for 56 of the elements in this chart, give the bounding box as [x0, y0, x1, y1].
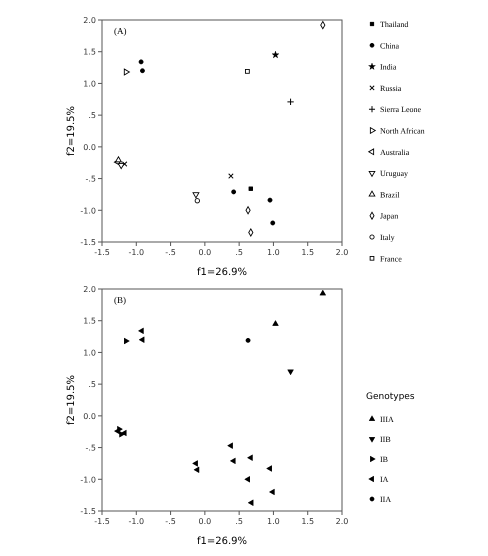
y-tick-label: 2.0: [83, 16, 96, 25]
annotation: (A): [114, 26, 126, 36]
x-tick-label: -1.5: [94, 517, 110, 526]
y-tick-label: .5: [88, 111, 96, 120]
legend-label: Thailand: [380, 20, 408, 29]
x-tick-label: -1.0: [128, 248, 144, 257]
y-axis-title: f2=19.5%: [66, 374, 77, 426]
legend-label: IA: [380, 475, 389, 484]
legend-label: North African: [380, 126, 425, 136]
legend-label: Australia: [380, 148, 410, 157]
x-tick-label: -.5: [165, 248, 176, 257]
y-tick-label: 0.0: [83, 142, 96, 152]
x-tick-label: 1.0: [267, 248, 280, 257]
x-tick-label: 0.0: [198, 517, 212, 526]
legend-label: IIA: [380, 495, 392, 504]
legend-label: Sierra Leone: [380, 105, 422, 114]
legend-label: Italy: [380, 233, 395, 242]
legend-label: Brazil: [380, 190, 400, 200]
legend-label: IIB: [380, 435, 391, 444]
legend-label: France: [380, 254, 402, 264]
x-tick-label: .5: [235, 248, 243, 257]
y-tick-label: .5: [88, 380, 96, 390]
x-axis-title: f1=26.9%: [196, 536, 248, 547]
x-tick-label: 1.5: [301, 248, 314, 257]
y-axis-title: f2=19.5%: [66, 106, 77, 156]
x-tick-label: -1.0: [128, 517, 144, 526]
legend-label: Uruguay: [380, 169, 408, 178]
x-tick-label: -.5: [165, 517, 176, 526]
y-tick-label: -1.0: [80, 475, 96, 484]
x-tick-label: 0.0: [198, 248, 212, 257]
y-tick-label: 2.0: [83, 285, 96, 294]
y-tick-label: -1.5: [80, 238, 96, 247]
y-tick-label: 0.0: [83, 412, 96, 421]
legend-label: IIIA: [380, 415, 394, 424]
y-tick-label: -1.5: [80, 507, 96, 516]
x-tick-label: 2.0: [336, 248, 348, 257]
x-tick-label: .5: [235, 517, 243, 526]
y-tick-label: 1.5: [83, 48, 96, 57]
y-tick-label: 1.0: [83, 348, 96, 358]
y-tick-label: -1.0: [80, 206, 96, 216]
x-tick-label: 1.5: [301, 517, 314, 526]
legend-label: China: [380, 41, 400, 50]
legend-label: Russia: [380, 84, 402, 93]
legend-label: India: [380, 62, 397, 72]
y-tick-label: 1.0: [83, 79, 96, 88]
x-tick-label: 2.0: [336, 517, 348, 526]
x-axis-title: f1=26.9%: [196, 267, 248, 278]
x-tick-label: 1.0: [267, 517, 280, 526]
legend-label: IB: [380, 455, 388, 464]
y-tick-label: -.5: [85, 444, 96, 453]
y-tick-label: -.5: [85, 174, 96, 184]
legend-title: Genotypes: [366, 392, 415, 402]
y-tick-label: 1.5: [83, 316, 96, 326]
x-tick-label: -1.5: [94, 248, 110, 257]
annotation: (B): [114, 295, 126, 305]
legend-label: Japan: [380, 212, 398, 221]
